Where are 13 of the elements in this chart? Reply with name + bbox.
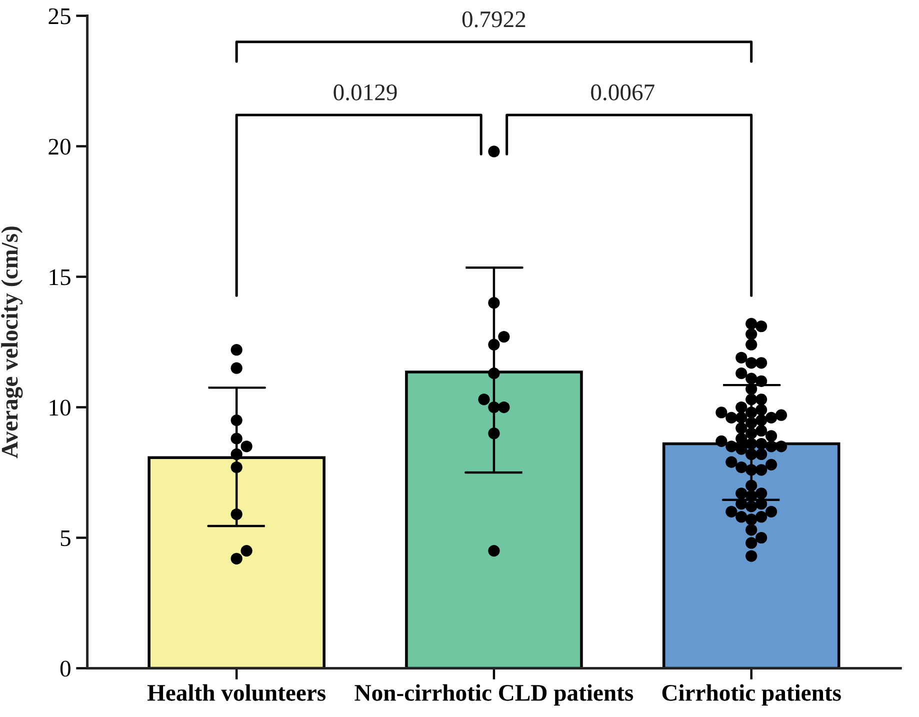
x-tick-label: Health volunteers [147, 684, 326, 701]
y-tick-label: 0 [60, 660, 70, 677]
y-tick-label: 25 [48, 8, 70, 24]
annotation: 0.0067 [591, 84, 654, 100]
y-tick-label: 20 [48, 138, 70, 155]
annotation: 0.7922 [462, 11, 526, 28]
annotation: 0.0129 [334, 84, 397, 100]
y-tick-label: 15 [50, 269, 70, 286]
y-tick-label: 5 [60, 530, 70, 546]
x-tick-label: Cirrhotic patients [662, 684, 841, 706]
y-axis-title: Average velocity (cm/s) [1, 226, 23, 458]
x-tick-label: Non-cirrhotic CLD patients [354, 684, 634, 706]
y-tick-label: 10 [50, 400, 70, 416]
